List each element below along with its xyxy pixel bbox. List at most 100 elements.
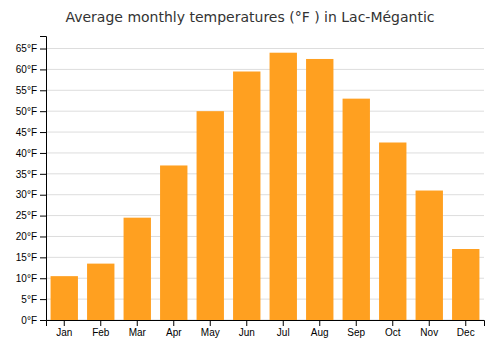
grid-line <box>46 48 484 49</box>
x-tick-mark <box>465 320 466 326</box>
x-tick-label: Jul <box>277 327 290 338</box>
x-tick-mark <box>137 320 138 326</box>
y-tick-mark <box>40 320 46 321</box>
x-tick: May <box>201 320 220 338</box>
x-tick-mark <box>356 320 357 326</box>
y-tick-label: 65°F <box>16 43 37 54</box>
y-tick-mark <box>40 69 46 70</box>
y-tick-label: 20°F <box>16 231 37 242</box>
x-tick-mark <box>319 320 320 326</box>
y-tick-mark <box>40 174 46 175</box>
x-tick-label: Apr <box>166 327 182 338</box>
y-tick: 55°F <box>16 85 46 96</box>
grid-line <box>46 132 484 133</box>
y-tick-mark <box>40 216 46 217</box>
y-tick-label: 60°F <box>16 64 37 75</box>
y-tick-mark <box>40 195 46 196</box>
y-tick-label: 10°F <box>16 273 37 284</box>
bar <box>124 218 151 320</box>
x-tick: Jun <box>239 320 255 338</box>
x-tick-label: May <box>201 327 220 338</box>
x-tick: Apr <box>166 320 182 338</box>
y-tick-mark <box>40 278 46 279</box>
y-tick-mark <box>40 257 46 258</box>
x-tick-mark <box>246 320 247 326</box>
grid-line <box>46 152 484 153</box>
bar <box>416 191 443 320</box>
x-tick-label: Feb <box>92 327 110 338</box>
y-tick: 0°F <box>21 315 46 326</box>
bar <box>197 111 224 320</box>
grid-line <box>46 173 484 174</box>
y-tick-label: 45°F <box>16 127 37 138</box>
y-tick-label: 0°F <box>21 315 37 326</box>
bar <box>51 276 78 320</box>
x-tick-label: Jun <box>239 327 255 338</box>
y-tick: 60°F <box>16 64 46 75</box>
bar <box>160 165 187 320</box>
x-tick: Jan <box>56 320 72 338</box>
grid-line <box>46 111 484 112</box>
y-tick: 65°F <box>16 43 46 54</box>
grid-line <box>46 90 484 91</box>
y-tick-label: 40°F <box>16 148 37 159</box>
x-tick-label: Aug <box>311 327 329 338</box>
y-tick: 40°F <box>16 148 46 159</box>
y-tick: 30°F <box>16 189 46 200</box>
y-tick-label: 50°F <box>16 106 37 117</box>
y-tick-label: 15°F <box>16 252 37 263</box>
x-tick: Sep <box>347 320 365 338</box>
y-tick-label: 25°F <box>16 210 37 221</box>
y-tick: 5°F <box>21 294 46 305</box>
title: Average monthly temperatures (°F ) in La… <box>65 9 434 25</box>
bar <box>452 249 479 320</box>
y-tick: 10°F <box>16 273 46 284</box>
x-tick-mark <box>392 320 393 326</box>
x-tick-label: Oct <box>385 327 401 338</box>
x-tick-label: Dec <box>457 327 475 338</box>
x-tick: Nov <box>420 320 438 338</box>
y-tick-mark <box>40 111 46 112</box>
bar <box>87 264 114 320</box>
x-tick-mark <box>283 320 284 326</box>
bar <box>343 99 370 320</box>
bar <box>270 53 297 320</box>
x-tick-mark <box>429 320 430 326</box>
x-tick-mark <box>64 320 65 326</box>
x-tick: Jul <box>277 320 290 338</box>
bars <box>51 53 480 320</box>
x-tick: Aug <box>311 320 329 338</box>
plot: 0°F 5°F 10°F 15°F 20°F 25°F 30°F 35°F 40°F 45°F 50… <box>16 37 485 339</box>
x-tick-label: Mar <box>129 327 147 338</box>
y-tick-label: 5°F <box>21 294 37 305</box>
grid <box>46 49 484 320</box>
x-axis: Jan Feb Mar Apr May Jun Jul Aug Sep Oct Nov Dec <box>47 320 485 338</box>
bar <box>306 59 333 320</box>
x-tick: Mar <box>129 320 147 338</box>
y-tick-mark <box>40 153 46 154</box>
x-tick-mark <box>100 320 101 326</box>
y-tick: 20°F <box>16 231 46 242</box>
bar <box>233 72 260 321</box>
y-axis: 0°F 5°F 10°F 15°F 20°F 25°F 30°F 35°F 40°F 45°F 50… <box>16 37 47 326</box>
y-tick: 15°F <box>16 252 46 263</box>
bar <box>379 143 406 321</box>
y-tick: 45°F <box>16 127 46 138</box>
y-axis-line <box>40 37 47 321</box>
y-tick-mark <box>40 49 46 50</box>
grid-line <box>46 69 484 70</box>
chart: 0°F 5°F 10°F 15°F 20°F 25°F 30°F 35°F 40°F 45°F 50… <box>0 0 500 350</box>
x-tick-label: Jan <box>56 327 72 338</box>
x-tick: Dec <box>457 320 475 338</box>
x-tick-mark <box>210 320 211 326</box>
y-tick-label: 55°F <box>16 85 37 96</box>
y-tick-mark <box>40 132 46 133</box>
y-tick: 35°F <box>16 169 46 180</box>
y-tick: 25°F <box>16 210 46 221</box>
y-tick-mark <box>40 90 46 91</box>
y-tick-mark <box>40 236 46 237</box>
y-tick-mark <box>40 299 46 300</box>
x-axis-line <box>47 321 485 327</box>
y-tick-label: 35°F <box>16 169 37 180</box>
x-tick: Oct <box>385 320 401 338</box>
